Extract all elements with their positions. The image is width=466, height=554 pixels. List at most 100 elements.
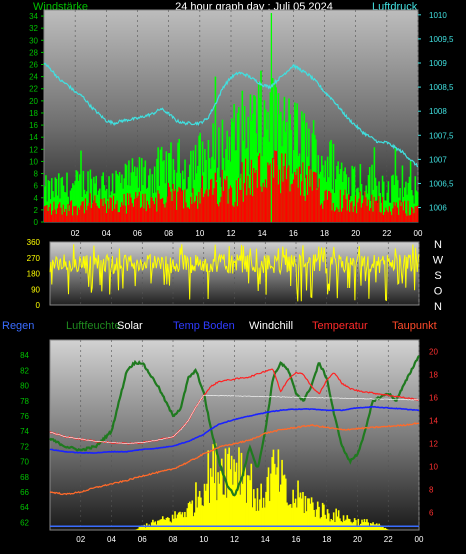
- wind-gust-bar: [54, 177, 57, 222]
- wind-avg-bar: [310, 169, 313, 222]
- solar-bar: [302, 492, 304, 530]
- wind-gust-bar: [136, 167, 138, 222]
- wind-avg-bar: [190, 196, 192, 222]
- wind-avg-bar: [289, 191, 292, 222]
- wind-gust-bar: [396, 180, 399, 222]
- wind-avg-bar: [81, 201, 83, 222]
- wind-gust-bar: [243, 106, 246, 222]
- solar-bar: [251, 507, 254, 530]
- wind-avg-bar: [174, 188, 177, 222]
- wind-avg-bar: [103, 198, 106, 222]
- wind-gust-bar: [159, 149, 162, 222]
- wind-gust-bar: [177, 142, 179, 222]
- wind-avg-bar: [360, 207, 363, 222]
- wind-gust-bar: [401, 165, 404, 222]
- solar-bar: [256, 488, 259, 530]
- solar-bar: [267, 467, 270, 530]
- wind-gust-bar: [386, 192, 389, 222]
- wind-avg-bar: [357, 202, 359, 222]
- wind-avg-bar: [54, 209, 57, 222]
- wind-gust-bar: [264, 109, 267, 222]
- solar-bar: [173, 518, 175, 530]
- solar-bar: [294, 498, 297, 530]
- wind-avg-bar: [129, 193, 131, 222]
- right-tick-label: 1009: [429, 59, 447, 68]
- wind-avg-bar: [246, 195, 248, 222]
- solar-bar: [165, 518, 168, 530]
- solar-bar: [187, 503, 190, 530]
- wind-gust-bar: [214, 76, 217, 222]
- solar-bar: [323, 504, 325, 530]
- wind-gust-bar: [373, 147, 376, 222]
- wind-avg-bar: [299, 195, 302, 222]
- wind-avg-bar: [133, 199, 136, 222]
- mid-tick-label: 180: [27, 270, 41, 279]
- wind-gust-bar: [338, 174, 341, 222]
- wind-gust-bar: [228, 136, 231, 222]
- x-tick-label: 08: [164, 229, 173, 238]
- wind-avg-bar: [160, 198, 163, 222]
- wind-avg-bar: [184, 189, 186, 222]
- right-tick-label: 1008,5: [429, 83, 454, 92]
- wind-gust-bar: [119, 183, 122, 222]
- solar-bar: [198, 490, 201, 530]
- x-tick-label: 10: [195, 229, 204, 238]
- solar-bar: [171, 514, 174, 530]
- wind-gust-bar: [144, 160, 147, 222]
- wind-gust-bar: [405, 181, 407, 222]
- wind-gust-bar: [80, 150, 82, 222]
- legend-label: Regen: [2, 320, 34, 332]
- wind-avg-bar: [142, 193, 144, 222]
- wind-gust-bar: [111, 173, 114, 222]
- wind-avg-bar: [285, 179, 288, 222]
- wind-gust-bar: [413, 203, 415, 222]
- solar-bar: [380, 527, 383, 530]
- wind-avg-bar: [234, 201, 237, 222]
- x-tick-label: 14: [258, 229, 267, 238]
- wind-gust-bar: [340, 162, 343, 222]
- wind-avg-bar: [256, 187, 259, 222]
- solar-bar: [379, 525, 382, 530]
- wind-avg-bar: [365, 197, 367, 222]
- wind-avg-bar: [220, 196, 223, 222]
- wind-avg-bar: [70, 200, 73, 222]
- wind-avg-bar: [115, 204, 117, 222]
- wind-gust-bar: [232, 121, 234, 222]
- wind-gust-bar: [294, 102, 296, 222]
- wind-avg-bar: [204, 193, 206, 222]
- wind-avg-bar: [370, 207, 372, 222]
- solar-bar: [197, 496, 200, 530]
- wind-avg-bar: [259, 153, 261, 222]
- wind-avg-bar: [194, 201, 197, 222]
- left-tick-label: 12: [29, 145, 38, 154]
- wind-avg-bar: [414, 206, 417, 222]
- solar-bar: [383, 528, 385, 530]
- wind-avg-bar: [239, 189, 241, 222]
- wind-avg-bar: [399, 200, 401, 222]
- solar-bar: [260, 483, 262, 530]
- wind-avg-bar: [205, 190, 207, 222]
- solar-bar: [244, 467, 246, 530]
- wind-gust-bar: [277, 93, 280, 222]
- wind-gust-bar: [242, 140, 245, 222]
- wind-avg-bar: [119, 207, 122, 222]
- wind-gust-bar: [176, 172, 178, 222]
- wind-avg-bar: [332, 202, 335, 222]
- wind-gust-bar: [312, 120, 315, 222]
- wind-gust-bar: [162, 161, 164, 222]
- wind-gust-bar: [105, 188, 108, 222]
- solar-bar: [181, 512, 184, 530]
- wind-avg-bar: [260, 186, 262, 222]
- solar-bar: [304, 495, 307, 530]
- wind-avg-bar: [280, 193, 282, 222]
- wind-avg-bar: [248, 188, 251, 222]
- wind-avg-bar: [298, 166, 301, 222]
- wind-gust-bar: [305, 122, 308, 222]
- wind-avg-bar: [164, 207, 166, 222]
- wind-gust-bar: [257, 82, 260, 222]
- wind-avg-bar: [254, 172, 256, 222]
- wind-avg-bar: [377, 202, 379, 222]
- wind-avg-bar: [176, 209, 178, 222]
- solar-bar: [190, 503, 192, 530]
- left-tick-label: 8: [34, 170, 39, 179]
